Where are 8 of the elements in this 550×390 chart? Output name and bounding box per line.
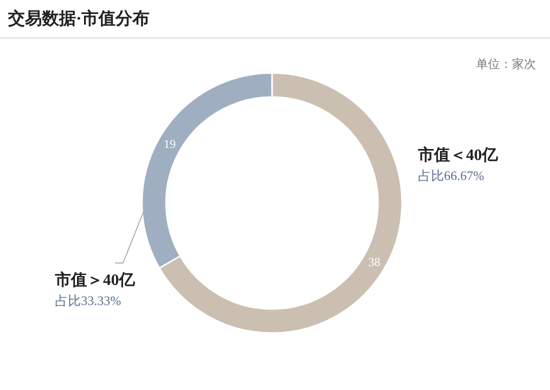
chart-subtitle: 单位：家次 <box>476 57 536 71</box>
chart-title: 交易数据·市值分布 <box>7 9 150 28</box>
text: 占比66.67% <box>418 168 484 183</box>
slice-label: 市值＞40亿 <box>54 271 136 289</box>
data-label: 38 <box>368 255 380 269</box>
text: 占比33.33% <box>55 293 122 308</box>
slice-label: 市值＜40亿 <box>417 146 499 164</box>
data-label: 19 <box>164 137 176 151</box>
